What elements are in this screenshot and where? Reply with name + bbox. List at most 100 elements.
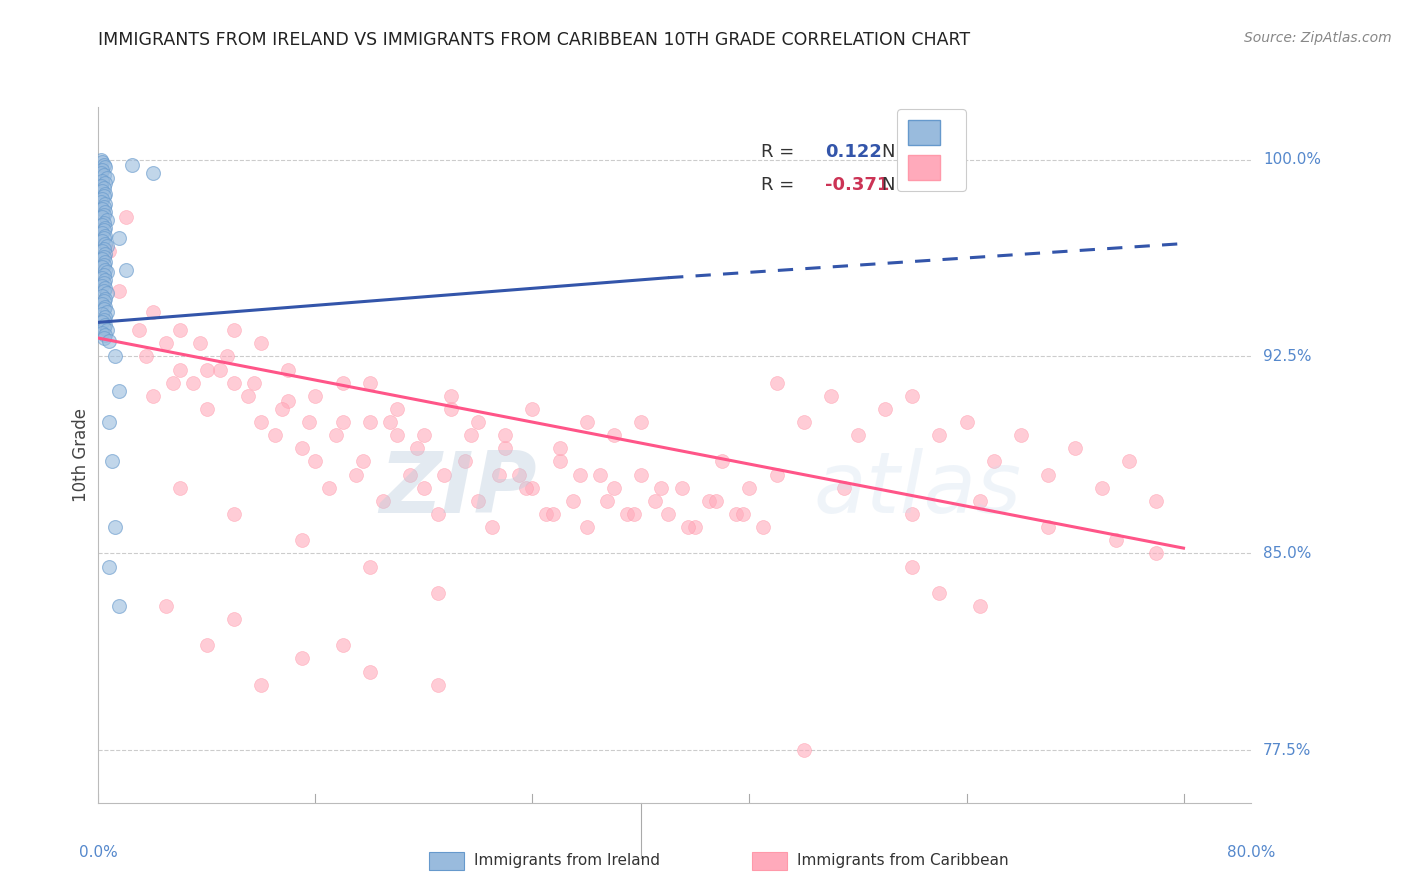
Point <box>596 494 619 508</box>
Point <box>704 494 727 508</box>
Point <box>195 362 218 376</box>
Text: 81: 81 <box>921 143 946 161</box>
Point <box>142 389 165 403</box>
Point <box>711 454 734 468</box>
Point <box>90 166 112 180</box>
Text: R =: R = <box>762 176 800 194</box>
Point <box>90 178 112 193</box>
Point <box>603 428 626 442</box>
Point <box>481 520 503 534</box>
Point <box>104 350 127 364</box>
Point <box>318 481 340 495</box>
Text: 100.0%: 100.0% <box>1263 152 1320 167</box>
Point <box>969 494 991 508</box>
Point <box>93 208 115 222</box>
Text: 85.0%: 85.0% <box>1263 546 1312 561</box>
Point <box>107 384 129 398</box>
Point <box>1036 520 1059 534</box>
Point <box>575 520 598 534</box>
Point <box>671 481 693 495</box>
Text: IMMIGRANTS FROM IRELAND VS IMMIGRANTS FROM CARIBBEAN 10TH GRADE CORRELATION CHAR: IMMIGRANTS FROM IRELAND VS IMMIGRANTS FR… <box>98 31 970 49</box>
Point <box>332 638 354 652</box>
Point <box>121 158 143 172</box>
Point <box>359 665 381 679</box>
Point <box>162 376 184 390</box>
Point <box>630 415 652 429</box>
Point <box>91 202 114 217</box>
Point <box>678 520 700 534</box>
Point <box>467 415 489 429</box>
Text: -0.371: -0.371 <box>825 176 889 194</box>
Point <box>901 507 924 521</box>
Point <box>426 678 449 692</box>
Point <box>515 481 537 495</box>
Point <box>1036 467 1059 482</box>
Point <box>93 284 115 298</box>
Point <box>413 428 436 442</box>
Point <box>955 415 977 429</box>
Point <box>96 323 118 337</box>
Point <box>94 300 117 314</box>
Point <box>901 559 924 574</box>
Point <box>222 507 245 521</box>
Point <box>1064 442 1087 456</box>
Point <box>93 276 115 290</box>
Legend: , : , <box>897 109 966 191</box>
Point <box>1144 546 1167 560</box>
Point <box>644 494 666 508</box>
Point <box>969 599 991 613</box>
Point <box>169 481 191 495</box>
Point <box>93 158 115 172</box>
Point <box>93 302 115 317</box>
Point <box>298 415 321 429</box>
Point <box>94 328 117 343</box>
Point <box>94 176 117 190</box>
Point <box>399 467 422 482</box>
Point <box>630 467 652 482</box>
Point <box>650 481 672 495</box>
Text: 80.0%: 80.0% <box>1227 845 1275 860</box>
Point <box>270 401 292 416</box>
Point <box>460 428 482 442</box>
Point <box>359 559 381 574</box>
Text: Immigrants from Ireland: Immigrants from Ireland <box>474 854 659 868</box>
Point <box>277 362 299 376</box>
Point <box>846 428 869 442</box>
Text: R =: R = <box>762 143 800 161</box>
Point <box>901 389 924 403</box>
Point <box>325 428 347 442</box>
Point <box>291 651 314 665</box>
Text: Immigrants from Caribbean: Immigrants from Caribbean <box>797 854 1010 868</box>
Point <box>91 155 114 169</box>
Point <box>793 743 815 757</box>
Point <box>98 415 121 429</box>
Point <box>738 481 761 495</box>
Point <box>277 394 299 409</box>
Y-axis label: 10th Grade: 10th Grade <box>72 408 90 502</box>
Point <box>91 184 114 198</box>
Point <box>548 442 571 456</box>
Point <box>793 415 815 429</box>
Point <box>724 507 747 521</box>
Point <box>332 415 354 429</box>
Point <box>94 220 117 235</box>
Point <box>508 467 530 482</box>
Point <box>291 533 314 548</box>
Point <box>603 481 626 495</box>
Point <box>93 312 115 326</box>
Point <box>304 454 326 468</box>
Point <box>426 507 449 521</box>
Point <box>142 166 165 180</box>
Point <box>243 376 266 390</box>
Text: 92.5%: 92.5% <box>1263 349 1312 364</box>
Point <box>209 362 232 376</box>
Text: 0.0%: 0.0% <box>79 845 118 860</box>
Point <box>488 467 510 482</box>
Point <box>93 294 115 309</box>
Text: atlas: atlas <box>813 448 1021 532</box>
Point <box>522 401 544 416</box>
Point <box>222 612 245 626</box>
Point <box>568 467 591 482</box>
Point <box>104 520 127 534</box>
Point <box>875 401 897 416</box>
